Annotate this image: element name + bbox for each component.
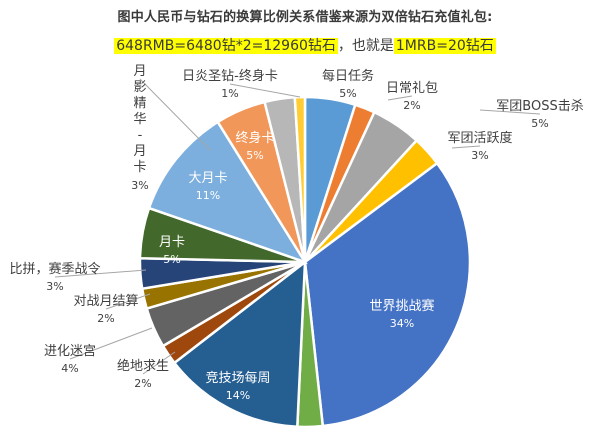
slice-label: 卡: [133, 160, 146, 175]
leader-line: [69, 327, 153, 360]
slice-label: 每日任务: [322, 68, 374, 84]
leader-line: [142, 351, 176, 375]
slice-percent: 5%: [246, 149, 263, 162]
subtitle-highlight-rate: 648RMB=6480钻*2=12960钻石: [114, 38, 338, 54]
leader-line: [479, 109, 541, 115]
slice-percent: 4%: [61, 362, 78, 375]
slice-label: 比拼，赛季战令: [9, 261, 100, 277]
slice-label: 日常礼包: [386, 80, 438, 96]
leader-line: [105, 293, 151, 310]
slice-percent: 5%: [339, 87, 356, 100]
slice-percent: 3%: [471, 149, 488, 162]
slice-label: 对战月结算: [73, 294, 138, 309]
slice-label: 月: [133, 144, 146, 159]
pie-slice: [147, 120, 308, 265]
slice-percent: 5%: [531, 117, 548, 130]
pie-slice: [172, 259, 307, 429]
slice-label: 影: [133, 80, 146, 95]
slice-label: 世界挑战赛: [369, 298, 434, 314]
slice-percent: 14%: [226, 389, 250, 402]
slice-percent: 2%: [403, 99, 420, 112]
leader-line: [387, 95, 413, 101]
chart-subtitle: 648RMB=6480钻*2=12960钻石 ，也就是 1MRB=20钻石: [0, 35, 610, 55]
slice-percent: 2%: [134, 377, 151, 390]
leader-line: [139, 78, 211, 151]
slice-percent: 1%: [221, 87, 238, 100]
slice-percent: 11%: [196, 189, 220, 202]
slice-label: 军团活跃度: [447, 130, 512, 146]
slice-label: 终身卡: [235, 130, 274, 146]
slice-label: 军团BOSS击杀: [496, 99, 583, 114]
leader-line: [451, 145, 481, 149]
slice-label: 华: [133, 112, 146, 127]
slice-percent: 5%: [163, 253, 180, 266]
slice-label: 精: [133, 96, 146, 111]
pie-slice: [303, 161, 472, 428]
slice-label: 月: [133, 64, 146, 79]
slice-label: 进化迷宫: [44, 344, 96, 359]
slice-percent: 2%: [97, 312, 114, 325]
subtitle-connector: ，也就是: [337, 38, 394, 54]
slice-percent: 3%: [46, 280, 63, 293]
chart-title: 图中人民币与钻石的换算比例关系借鉴来源为双倍钻石充值礼包:: [117, 10, 493, 25]
leader-line: [229, 83, 301, 98]
slice-label: 日炎圣钻-终身卡: [182, 68, 278, 84]
subtitle-highlight-unit: 1MRB=20钻石: [393, 38, 496, 54]
slice-label: 竞技场每周: [205, 370, 270, 386]
slice-label: 大月卡: [188, 171, 227, 186]
slice-label: -: [138, 128, 143, 143]
slice-label: 绝地求生: [117, 358, 169, 374]
slice-percent: 34%: [390, 317, 414, 330]
slice-label: 月卡: [159, 235, 185, 250]
leader-line: [54, 269, 147, 278]
slice-percent: 3%: [131, 179, 148, 192]
